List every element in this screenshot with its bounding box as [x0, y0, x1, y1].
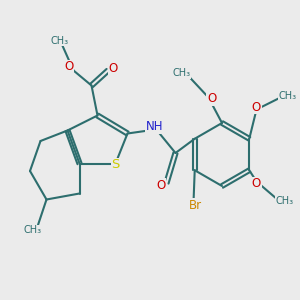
Text: O: O [252, 100, 261, 114]
Text: CH₃: CH₃ [24, 225, 42, 235]
Text: O: O [64, 60, 74, 74]
Text: Br: Br [188, 199, 202, 212]
Text: CH₃: CH₃ [172, 68, 190, 79]
Text: CH₃: CH₃ [276, 196, 294, 206]
Text: CH₃: CH₃ [279, 91, 297, 101]
Text: O: O [109, 62, 118, 76]
Text: O: O [252, 177, 261, 190]
Text: O: O [157, 179, 166, 192]
Text: S: S [111, 158, 120, 172]
Text: CH₃: CH₃ [51, 35, 69, 46]
Text: NH: NH [146, 120, 163, 134]
Text: O: O [207, 92, 216, 106]
